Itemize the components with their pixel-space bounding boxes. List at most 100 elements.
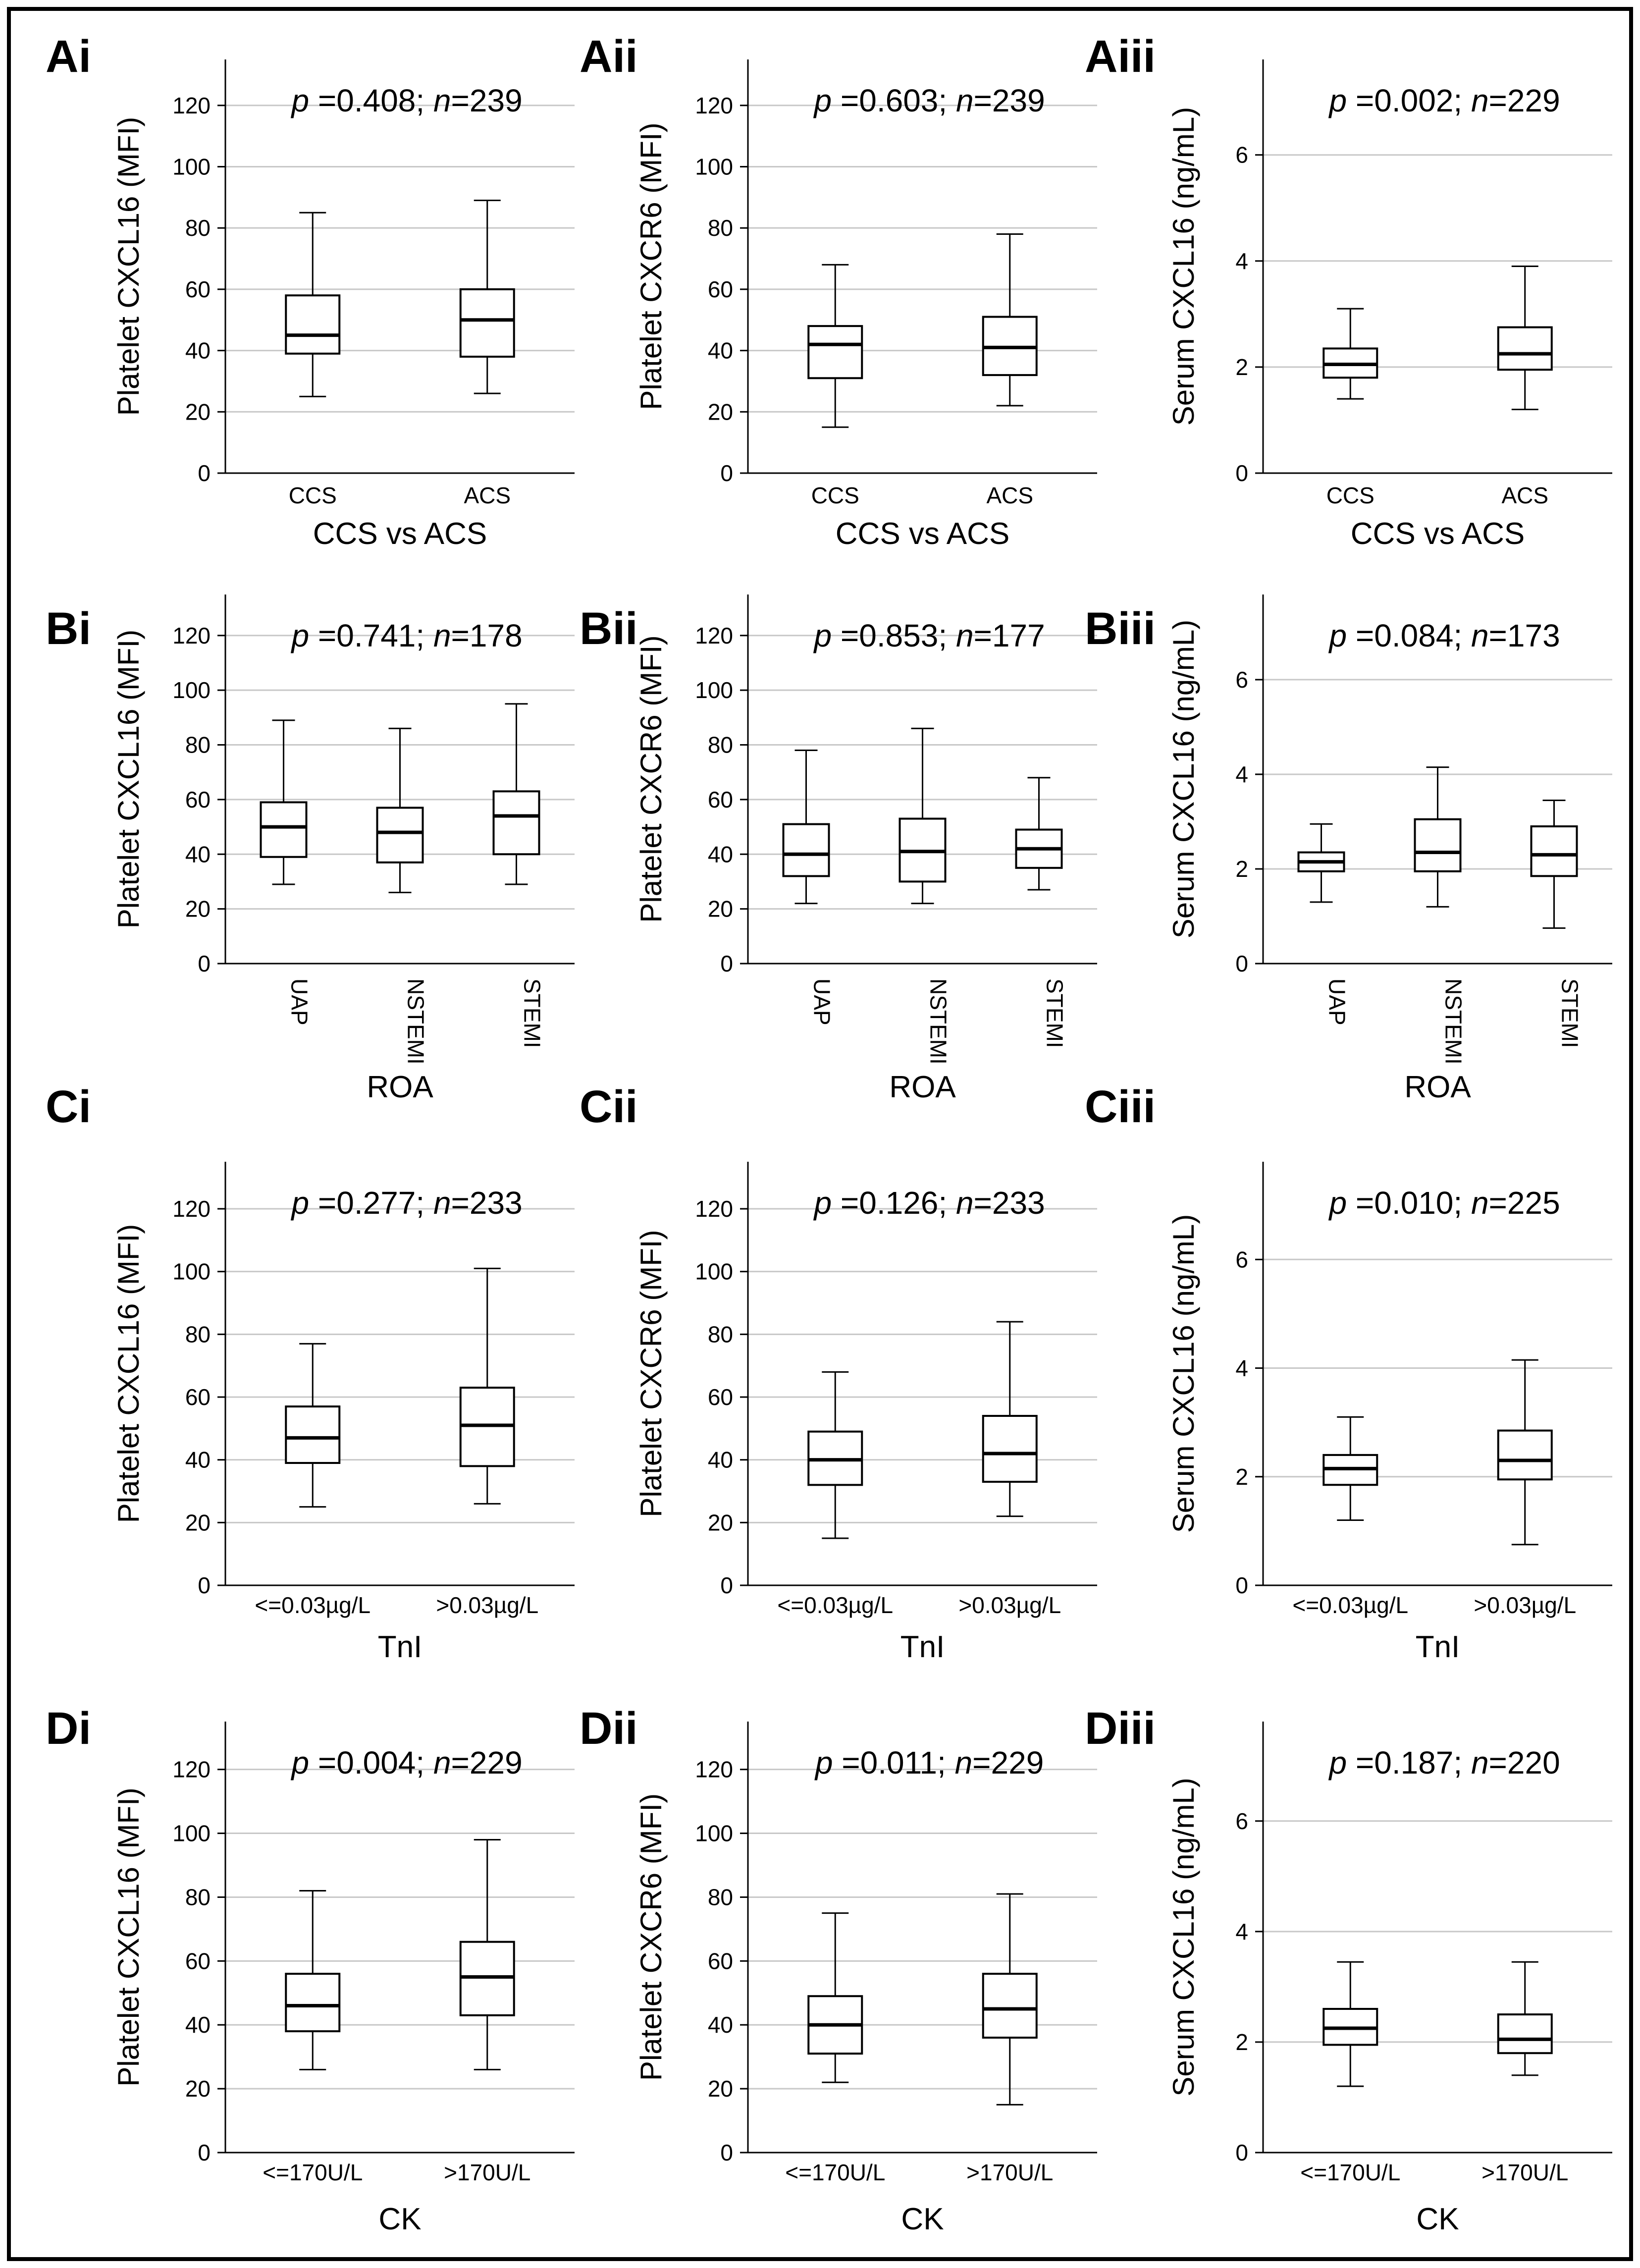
y-axis-label-di: Platelet CXCL16 (MFI): [112, 1787, 145, 2087]
x-tick-label-ai-1: ACS: [464, 483, 511, 508]
n-symbol: n: [433, 83, 451, 118]
y-tick-label-ci-60: 60: [185, 1384, 211, 1410]
p-symbol: p: [814, 1745, 842, 1781]
panel-label-cii: Cii: [580, 1081, 638, 1132]
y-tick-label-diii-4: 4: [1235, 1919, 1248, 1944]
y-tick-label-di-80: 80: [185, 1884, 211, 1910]
y-tick-label-ai-0: 0: [198, 460, 211, 486]
y-tick-label-aii-0: 0: [720, 460, 733, 486]
x-axis-label-ai: CCS vs ACS: [313, 517, 487, 551]
y-tick-label-bii-120: 120: [695, 623, 733, 648]
y-tick-label-cii-60: 60: [708, 1384, 733, 1410]
x-tick-label-di-0: <=170U/L: [263, 2160, 363, 2185]
x-axis-label-biii: ROA: [1404, 1070, 1471, 1104]
n-value: =229: [451, 1745, 523, 1781]
box-iqr-bi-0: [260, 801, 308, 858]
x-tick-label-aii-1: ACS: [986, 483, 1033, 508]
p-symbol: p: [1328, 1745, 1355, 1781]
panel-label-aii: Aii: [580, 31, 638, 82]
p-symbol: p: [290, 1745, 317, 1781]
n-value: =177: [974, 618, 1045, 653]
y-tick-label-aiii-4: 4: [1235, 248, 1248, 274]
box-iqr-ai-0: [285, 294, 341, 355]
y-tick-label-aii-20: 20: [708, 399, 733, 425]
box-iqr-aiii-1: [1497, 326, 1553, 371]
y-tick-label-dii-20: 20: [708, 2076, 733, 2102]
n-value: =178: [451, 618, 523, 653]
y-tick-label-ci-20: 20: [185, 1510, 211, 1535]
x-tick-label-bi-1: NSTEMI: [403, 978, 429, 1065]
x-axis-label-bii: ROA: [889, 1070, 956, 1104]
y-tick-label-bii-40: 40: [708, 841, 733, 867]
box-iqr-bi-2: [492, 790, 540, 856]
y-tick-label-aii-60: 60: [708, 276, 733, 302]
y-axis-label-dii: Platelet CXCR6 (MFI): [635, 1793, 668, 2081]
p-symbol: p: [1328, 1185, 1355, 1221]
p-value: =0.004;: [318, 1745, 433, 1781]
y-tick-label-ciii-0: 0: [1235, 1572, 1248, 1598]
y-tick-label-bi-40: 40: [185, 841, 211, 867]
panel-label-ci: Ci: [46, 1081, 91, 1132]
y-tick-label-di-20: 20: [185, 2076, 211, 2102]
p-value-annotation-aiii: p =0.002; n=229: [1328, 83, 1560, 118]
p-value-annotation-ci: p =0.277; n=233: [290, 1185, 522, 1221]
y-tick-label-di-120: 120: [172, 1757, 211, 1782]
p-value: =0.010;: [1356, 1185, 1471, 1221]
y-axis-label-ciii: Serum CXCL16 (ng/mL): [1167, 1214, 1200, 1533]
y-tick-label-ai-40: 40: [185, 338, 211, 364]
y-tick-label-aii-120: 120: [695, 93, 733, 118]
x-tick-label-bii-1: NSTEMI: [926, 978, 952, 1065]
x-axis-label-cii: TnI: [900, 1630, 945, 1664]
n-symbol: n: [1471, 83, 1489, 118]
p-symbol: p: [813, 83, 840, 118]
box-iqr-ciii-1: [1497, 1429, 1553, 1481]
panel-label-bii: Bii: [580, 603, 638, 654]
n-value: =229: [1489, 83, 1560, 118]
p-value: =0.741;: [318, 618, 433, 653]
n-symbol: n: [1471, 1745, 1489, 1781]
y-tick-label-ci-120: 120: [172, 1196, 211, 1222]
y-tick-label-cii-0: 0: [720, 1572, 733, 1598]
y-tick-label-di-60: 60: [185, 1948, 211, 1974]
y-tick-label-ai-100: 100: [172, 154, 211, 179]
y-tick-label-diii-6: 6: [1235, 1808, 1248, 1834]
x-axis-label-bi: ROA: [367, 1070, 433, 1104]
x-tick-label-aii-0: CCS: [811, 483, 859, 508]
y-axis-label-diii: Serum CXCL16 (ng/mL): [1167, 1778, 1200, 2097]
y-tick-label-cii-80: 80: [708, 1321, 733, 1347]
y-axis-label-ai: Platelet CXCL16 (MFI): [112, 117, 145, 416]
p-value-annotation-bi: p =0.741; n=178: [290, 618, 522, 653]
y-tick-label-di-40: 40: [185, 2012, 211, 2038]
p-value-annotation-cii: p =0.126; n=233: [813, 1185, 1045, 1221]
y-tick-label-biii-0: 0: [1235, 951, 1248, 976]
n-value: =239: [451, 83, 523, 118]
x-tick-label-biii-1: NSTEMI: [1441, 978, 1467, 1065]
panel-label-aiii: Aiii: [1085, 31, 1156, 82]
x-tick-label-bii-0: UAP: [809, 978, 835, 1026]
x-tick-label-ciii-1: >0.03µg/L: [1474, 1592, 1576, 1618]
x-tick-label-aiii-1: ACS: [1501, 483, 1548, 508]
x-tick-label-ci-1: >0.03µg/L: [436, 1592, 538, 1618]
p-value-annotation-aii: p =0.603; n=239: [813, 83, 1045, 118]
p-value: =0.853;: [841, 618, 956, 653]
y-tick-label-cii-20: 20: [708, 1510, 733, 1535]
box-iqr-biii-2: [1530, 825, 1578, 877]
x-tick-label-cii-1: >0.03µg/L: [958, 1592, 1061, 1618]
y-tick-label-ci-40: 40: [185, 1447, 211, 1473]
y-tick-label-bii-80: 80: [708, 732, 733, 758]
p-symbol: p: [290, 83, 317, 118]
p-value-annotation-ciii: p =0.010; n=225: [1328, 1185, 1560, 1221]
y-tick-label-diii-0: 0: [1235, 2140, 1248, 2165]
n-symbol: n: [956, 1185, 974, 1221]
y-tick-label-ai-20: 20: [185, 399, 211, 425]
y-tick-label-ai-80: 80: [185, 215, 211, 241]
x-tick-label-diii-1: >170U/L: [1481, 2160, 1568, 2185]
y-tick-label-bii-0: 0: [720, 951, 733, 976]
y-tick-label-dii-40: 40: [708, 2012, 733, 2038]
x-tick-label-cii-0: <=0.03µg/L: [777, 1592, 893, 1618]
p-symbol: p: [1328, 83, 1355, 118]
p-symbol: p: [813, 618, 840, 653]
y-tick-label-ai-120: 120: [172, 93, 211, 118]
x-tick-label-dii-1: >170U/L: [966, 2160, 1053, 2185]
